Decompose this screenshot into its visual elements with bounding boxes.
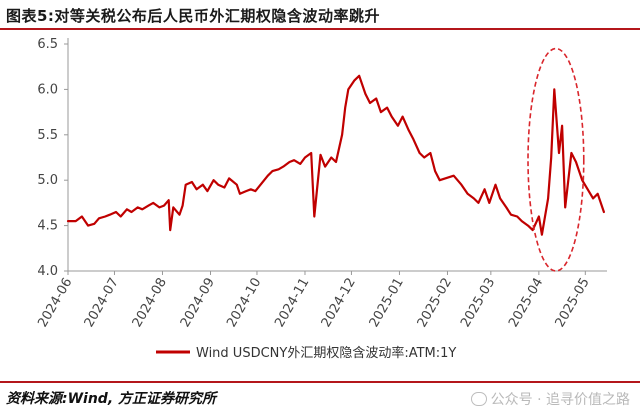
- legend-label: Wind USDCNY外汇期权隐含波动率:ATM:1Y: [196, 345, 456, 361]
- x-tick-label: 2025-04: [506, 276, 546, 331]
- y-axis: 4.0 4.5 5.0 5.5 6.0 6.5: [37, 37, 69, 279]
- y-tick-label: 4.5: [37, 219, 58, 234]
- x-tick-label: 2024-06: [35, 276, 75, 331]
- annotations: [527, 47, 585, 272]
- watermark: 公众号 · 追寻价值之路: [470, 389, 630, 409]
- wechat-icon: [470, 392, 487, 406]
- x-tick-label: 2025-05: [553, 276, 593, 331]
- y-tick-label: 5.0: [37, 173, 58, 188]
- x-axis: 2024-06 2024-07 2024-08 2024-09 2024-10 2024-…: [35, 270, 607, 331]
- legend: Wind USDCNY外汇期权隐含波动率:ATM:1Y: [156, 345, 456, 361]
- x-tick-label: 2024-11: [272, 276, 312, 331]
- series-line-0: [66, 74, 606, 236]
- plot-series: [66, 74, 606, 236]
- chart-title: 图表5:对等关税公布后人民币外汇期权隐含波动率跳升: [6, 7, 380, 25]
- y-tick-label: 6.0: [37, 82, 58, 97]
- x-tick-label: 2024-07: [82, 276, 122, 331]
- source-note: 资料来源:Wind, 方正证券研究所: [6, 391, 217, 407]
- x-tick-label: 2024-09: [178, 276, 218, 331]
- highlight-ellipse: [527, 47, 585, 272]
- x-tick-label: 2025-02: [415, 276, 455, 331]
- x-tick-label: 2025-03: [458, 275, 498, 330]
- y-tick-label: 4.0: [37, 264, 58, 279]
- x-tick-label: 2024-12: [319, 276, 359, 331]
- x-tick-label: 2025-01: [367, 276, 407, 331]
- y-tick-label: 6.5: [37, 37, 58, 52]
- x-tick-label: 2024-10: [224, 276, 264, 331]
- chart-area: 4.0 4.5 5.0 5.5 6.0 6.5 2024-06 2024-07 2024-08…: [35, 37, 607, 361]
- title-bar: 图表5:对等关税公布后人民币外汇期权隐含波动率跳升: [0, 0, 640, 30]
- y-tick-label: 5.5: [37, 128, 58, 143]
- watermark-text: 公众号 · 追寻价值之路: [490, 392, 630, 408]
- source-bar: 资料来源:Wind, 方正证券研究所 公众号 · 追寻价值之路: [0, 381, 640, 412]
- x-tick-label: 2024-08: [130, 276, 170, 331]
